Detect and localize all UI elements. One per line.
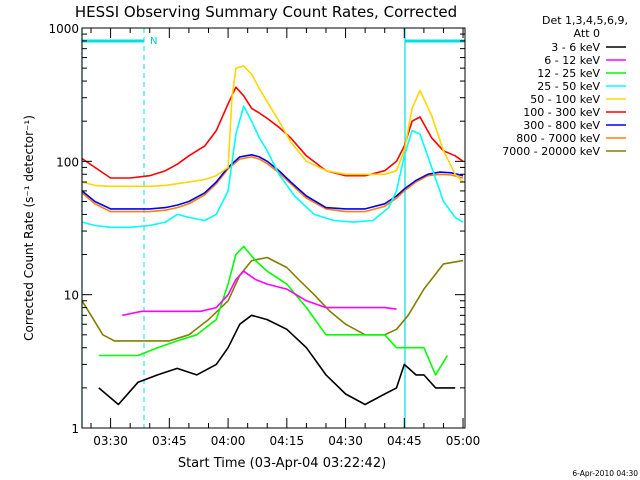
series-line [81, 256, 464, 342]
series-line [81, 65, 464, 188]
series-line [81, 154, 464, 210]
series-layer [81, 65, 464, 406]
x-axis: 03:30 03:45 04:00 04:15 04:30 04:45 05:00 [90, 28, 481, 448]
legend-header-line-1: Det 1,3,4,5,6,9, [542, 14, 628, 27]
series-line [98, 245, 449, 376]
legend-label: 12 - 25 keV [537, 67, 600, 80]
chart-title: HESSI Observing Summary Count Rates, Cor… [75, 3, 457, 21]
footer-timestamp: 6-Apr-2010 04:30 [572, 469, 638, 478]
x-tick-label: 05:00 [446, 434, 481, 448]
night-label: N [150, 36, 157, 47]
x-tick-label: 04:45 [387, 434, 422, 448]
series-line [122, 270, 397, 317]
x-axis-label: Start Time (03-Apr-04 03:22:42) [178, 456, 386, 471]
plot-frame [81, 27, 466, 429]
legend-label: 6 - 12 keV [544, 54, 600, 67]
legend-label: 50 - 100 keV [530, 93, 600, 106]
legend-label: 100 - 300 keV [523, 106, 600, 119]
x-tick-label: 04:00 [211, 434, 246, 448]
series-line [81, 86, 464, 179]
y-tick-label: 1000 [48, 22, 79, 36]
legend-label: 3 - 6 keV [551, 41, 600, 54]
x-tick-label: 04:15 [270, 434, 305, 448]
legend-header-line-2: Att 0 [574, 27, 600, 40]
y-tick-label: 1 [71, 422, 79, 436]
y-axis: 1 10 100 1000 [48, 22, 465, 436]
legend-label: 300 - 800 keV [523, 119, 600, 132]
x-tick-label: 03:30 [93, 434, 128, 448]
y-tick-label: 100 [56, 155, 79, 169]
legend-label: 800 - 7000 keV [516, 132, 600, 145]
series-line [98, 314, 456, 406]
x-tick-label: 03:45 [152, 434, 187, 448]
x-tick-label: 04:30 [328, 434, 363, 448]
legend-label: 7000 - 20000 keV [502, 145, 600, 158]
series-line [81, 105, 464, 229]
legend-label: 25 - 50 keV [537, 80, 600, 93]
y-tick-label: 10 [64, 289, 79, 303]
series-line [81, 156, 464, 213]
y-axis-label: Corrected Count Rate (s⁻¹ detector⁻¹) [22, 115, 36, 341]
